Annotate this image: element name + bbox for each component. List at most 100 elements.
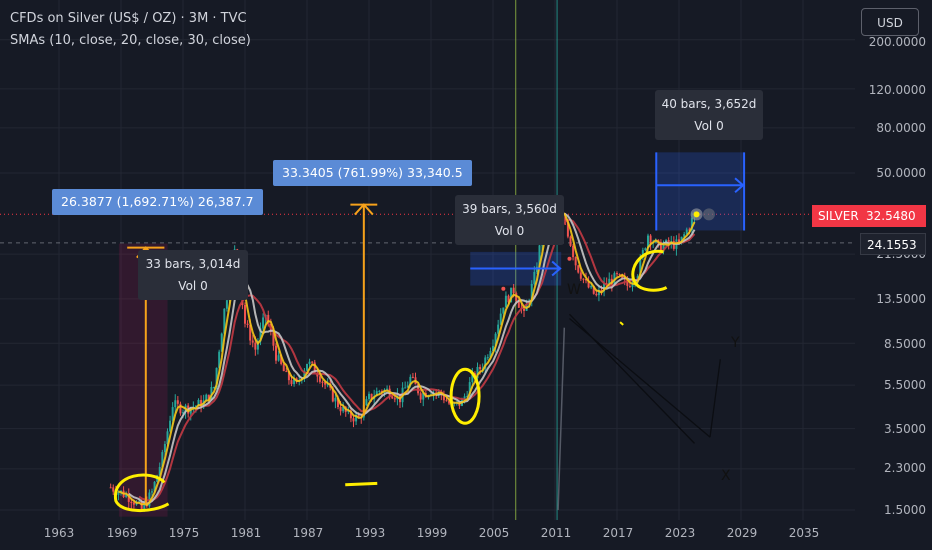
candle bbox=[510, 287, 513, 303]
candle bbox=[334, 397, 337, 402]
candle bbox=[176, 400, 179, 404]
candle bbox=[393, 398, 396, 400]
candle bbox=[672, 241, 675, 249]
y-tick: 2.3000 bbox=[884, 461, 926, 475]
candle bbox=[523, 308, 525, 311]
candle bbox=[690, 217, 693, 230]
candle bbox=[579, 272, 582, 279]
candle bbox=[463, 396, 466, 400]
candle bbox=[267, 314, 270, 324]
candle bbox=[256, 341, 259, 350]
candle bbox=[486, 357, 489, 359]
y-tick: 50.0000 bbox=[876, 166, 926, 180]
candle bbox=[251, 340, 254, 343]
candle bbox=[220, 333, 223, 352]
candle bbox=[618, 274, 621, 276]
candle bbox=[285, 371, 288, 373]
candle bbox=[517, 300, 520, 308]
candle bbox=[577, 265, 580, 273]
candle bbox=[683, 234, 686, 237]
candle bbox=[282, 364, 285, 372]
candle bbox=[213, 386, 215, 388]
candle bbox=[533, 271, 536, 284]
candle bbox=[306, 363, 308, 371]
candle bbox=[194, 405, 197, 408]
candle bbox=[422, 392, 425, 400]
tooltip-vol: Vol 0 bbox=[694, 119, 724, 133]
candle bbox=[368, 393, 370, 400]
candle bbox=[378, 390, 381, 392]
candle bbox=[597, 289, 600, 296]
symbol-label: SILVER bbox=[812, 205, 860, 227]
candle bbox=[357, 414, 360, 417]
candle bbox=[411, 376, 414, 378]
candle bbox=[484, 357, 487, 369]
tooltip-bars: 33 bars, 3,014d bbox=[145, 257, 241, 271]
measure-label-1[interactable]: 26.3877 (1,692.71%) 26,387.7 bbox=[52, 189, 263, 215]
candle bbox=[210, 387, 213, 400]
candle bbox=[608, 278, 611, 284]
candle bbox=[272, 331, 275, 346]
candle bbox=[200, 399, 203, 408]
candle bbox=[375, 391, 378, 397]
candle bbox=[572, 245, 575, 258]
x-tick: 2005 bbox=[478, 526, 510, 540]
candle bbox=[419, 393, 422, 400]
candle bbox=[355, 414, 358, 422]
x-tick: 2017 bbox=[602, 526, 634, 540]
measure-label-2[interactable]: 33.3405 (761.99%) 33,340.5 bbox=[273, 160, 472, 186]
annotation-w: W bbox=[567, 282, 581, 298]
candle bbox=[153, 481, 156, 492]
candle bbox=[275, 345, 277, 361]
candle bbox=[479, 366, 482, 370]
y-tick: 120.0000 bbox=[868, 83, 926, 97]
candle bbox=[249, 324, 252, 341]
candle bbox=[680, 236, 683, 243]
candle bbox=[161, 452, 164, 467]
candle bbox=[163, 444, 166, 453]
candle bbox=[569, 236, 572, 246]
candle bbox=[404, 387, 407, 389]
candle bbox=[626, 279, 629, 286]
candle bbox=[662, 244, 665, 252]
bars-tooltip-3: 40 bars, 3,652d Vol 0 bbox=[655, 90, 763, 140]
x-tick: 1981 bbox=[230, 526, 262, 540]
price-marker bbox=[702, 208, 715, 221]
candle bbox=[109, 487, 112, 489]
candle bbox=[466, 396, 469, 398]
candle bbox=[688, 229, 691, 231]
x-tick: 2029 bbox=[726, 526, 758, 540]
candle bbox=[324, 382, 327, 385]
candle bbox=[326, 384, 329, 386]
candle bbox=[293, 378, 296, 385]
currency-button[interactable]: USD bbox=[861, 8, 919, 36]
indicator-legend[interactable]: SMAs (10, close, 20, close, 30, close) bbox=[10, 33, 251, 48]
candle bbox=[218, 351, 221, 368]
x-tick: 1999 bbox=[416, 526, 448, 540]
candle bbox=[349, 410, 352, 419]
candle bbox=[130, 501, 133, 503]
y-tick: 8.5000 bbox=[884, 337, 926, 351]
candle bbox=[117, 492, 120, 495]
candle bbox=[448, 400, 451, 404]
candle bbox=[574, 257, 577, 266]
projection-line bbox=[709, 359, 721, 438]
highlight-mark bbox=[631, 249, 668, 292]
price-marker bbox=[501, 286, 506, 291]
candle bbox=[406, 385, 409, 388]
candle bbox=[112, 487, 115, 492]
candle bbox=[197, 399, 200, 406]
candle bbox=[489, 350, 492, 358]
candle bbox=[290, 380, 293, 385]
y-tick: 200.0000 bbox=[868, 35, 926, 49]
candle bbox=[132, 502, 135, 505]
candle bbox=[564, 215, 567, 223]
candle bbox=[631, 282, 634, 287]
candle bbox=[504, 295, 507, 308]
candle bbox=[497, 324, 500, 334]
candle bbox=[590, 285, 593, 288]
candle bbox=[582, 278, 585, 280]
candle bbox=[476, 366, 479, 379]
highlight-mark bbox=[114, 473, 170, 513]
